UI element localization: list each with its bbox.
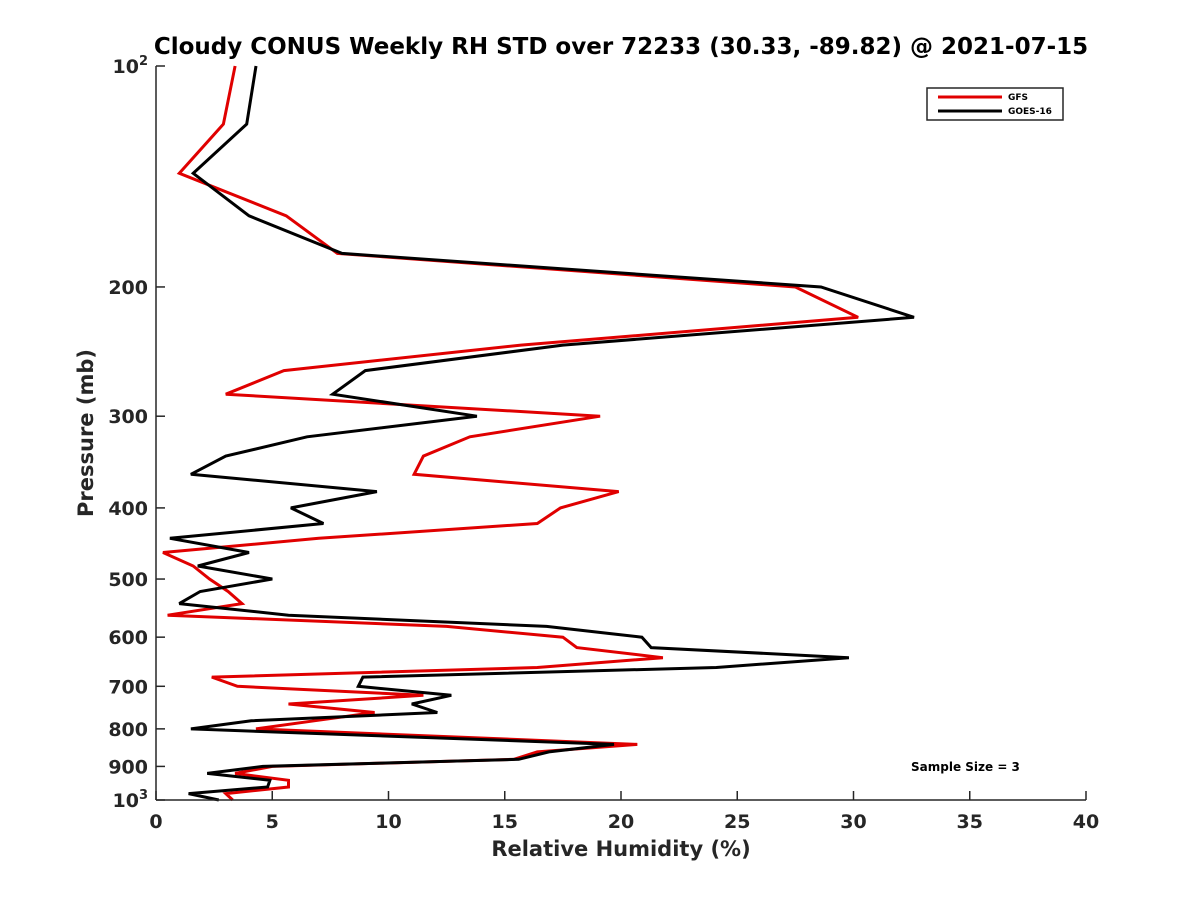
y-axis-label: Pressure (mb) bbox=[74, 349, 98, 517]
y-tick-label-base: 700 bbox=[108, 676, 148, 698]
y-tick-label-exponent: 2 bbox=[139, 54, 148, 69]
series-group bbox=[162, 65, 915, 802]
y-tick-label: 500 bbox=[108, 569, 148, 591]
x-axis-ticks: 0 5 10 15 20 25 30 35 40 bbox=[149, 791, 1099, 833]
y-tick-label-base: 800 bbox=[108, 719, 148, 741]
y-tick-label: 103 bbox=[113, 788, 149, 812]
y-tick-label: 400 bbox=[108, 498, 148, 520]
x-tick-label: 35 bbox=[957, 811, 983, 833]
y-tick-label-exponent: 3 bbox=[139, 788, 148, 803]
legend-label-gfs: GFS bbox=[1008, 93, 1028, 103]
y-tick-label-base: 10 bbox=[113, 56, 139, 78]
y-tick-label: 300 bbox=[108, 406, 148, 428]
y-tick-label-base: 600 bbox=[108, 627, 148, 649]
x-tick-label: 20 bbox=[608, 811, 634, 833]
legend-box bbox=[926, 87, 1064, 121]
y-tick-label: 700 bbox=[108, 676, 148, 698]
series-line-goes16 bbox=[169, 65, 915, 802]
x-axis-label: Relative Humidity (%) bbox=[491, 837, 750, 861]
series-line-gfs bbox=[162, 65, 859, 802]
y-tick-label: 900 bbox=[108, 756, 148, 778]
y-tick-label-base: 200 bbox=[108, 277, 148, 299]
plot-area: 0 5 10 15 20 25 30 35 40 10220030040050060070080… bbox=[108, 54, 1099, 833]
y-tick-label-base: 500 bbox=[108, 569, 148, 591]
x-tick-label: 5 bbox=[266, 811, 279, 833]
y-tick-label-base: 300 bbox=[108, 406, 148, 428]
x-tick-label: 10 bbox=[375, 811, 401, 833]
x-tick-label: 15 bbox=[492, 811, 518, 833]
y-tick-label: 102 bbox=[113, 54, 149, 78]
y-tick-label-base: 400 bbox=[108, 498, 148, 520]
sample-size-annotation: Sample Size = 3 bbox=[911, 760, 1020, 774]
y-tick-label: 200 bbox=[108, 277, 148, 299]
legend-label-goes16: GOES-16 bbox=[1008, 107, 1052, 117]
y-tick-label-base: 10 bbox=[113, 790, 139, 812]
x-tick-label: 0 bbox=[149, 811, 162, 833]
x-tick-label: 40 bbox=[1073, 811, 1099, 833]
legend: GFS GOES-16 bbox=[926, 87, 1064, 121]
y-tick-label: 800 bbox=[108, 719, 148, 741]
x-tick-label: 30 bbox=[840, 811, 866, 833]
chart-title: Cloudy CONUS Weekly RH STD over 72233 (3… bbox=[154, 34, 1088, 60]
y-tick-label: 600 bbox=[108, 627, 148, 649]
x-tick-label: 25 bbox=[724, 811, 750, 833]
y-tick-label-base: 900 bbox=[108, 756, 148, 778]
